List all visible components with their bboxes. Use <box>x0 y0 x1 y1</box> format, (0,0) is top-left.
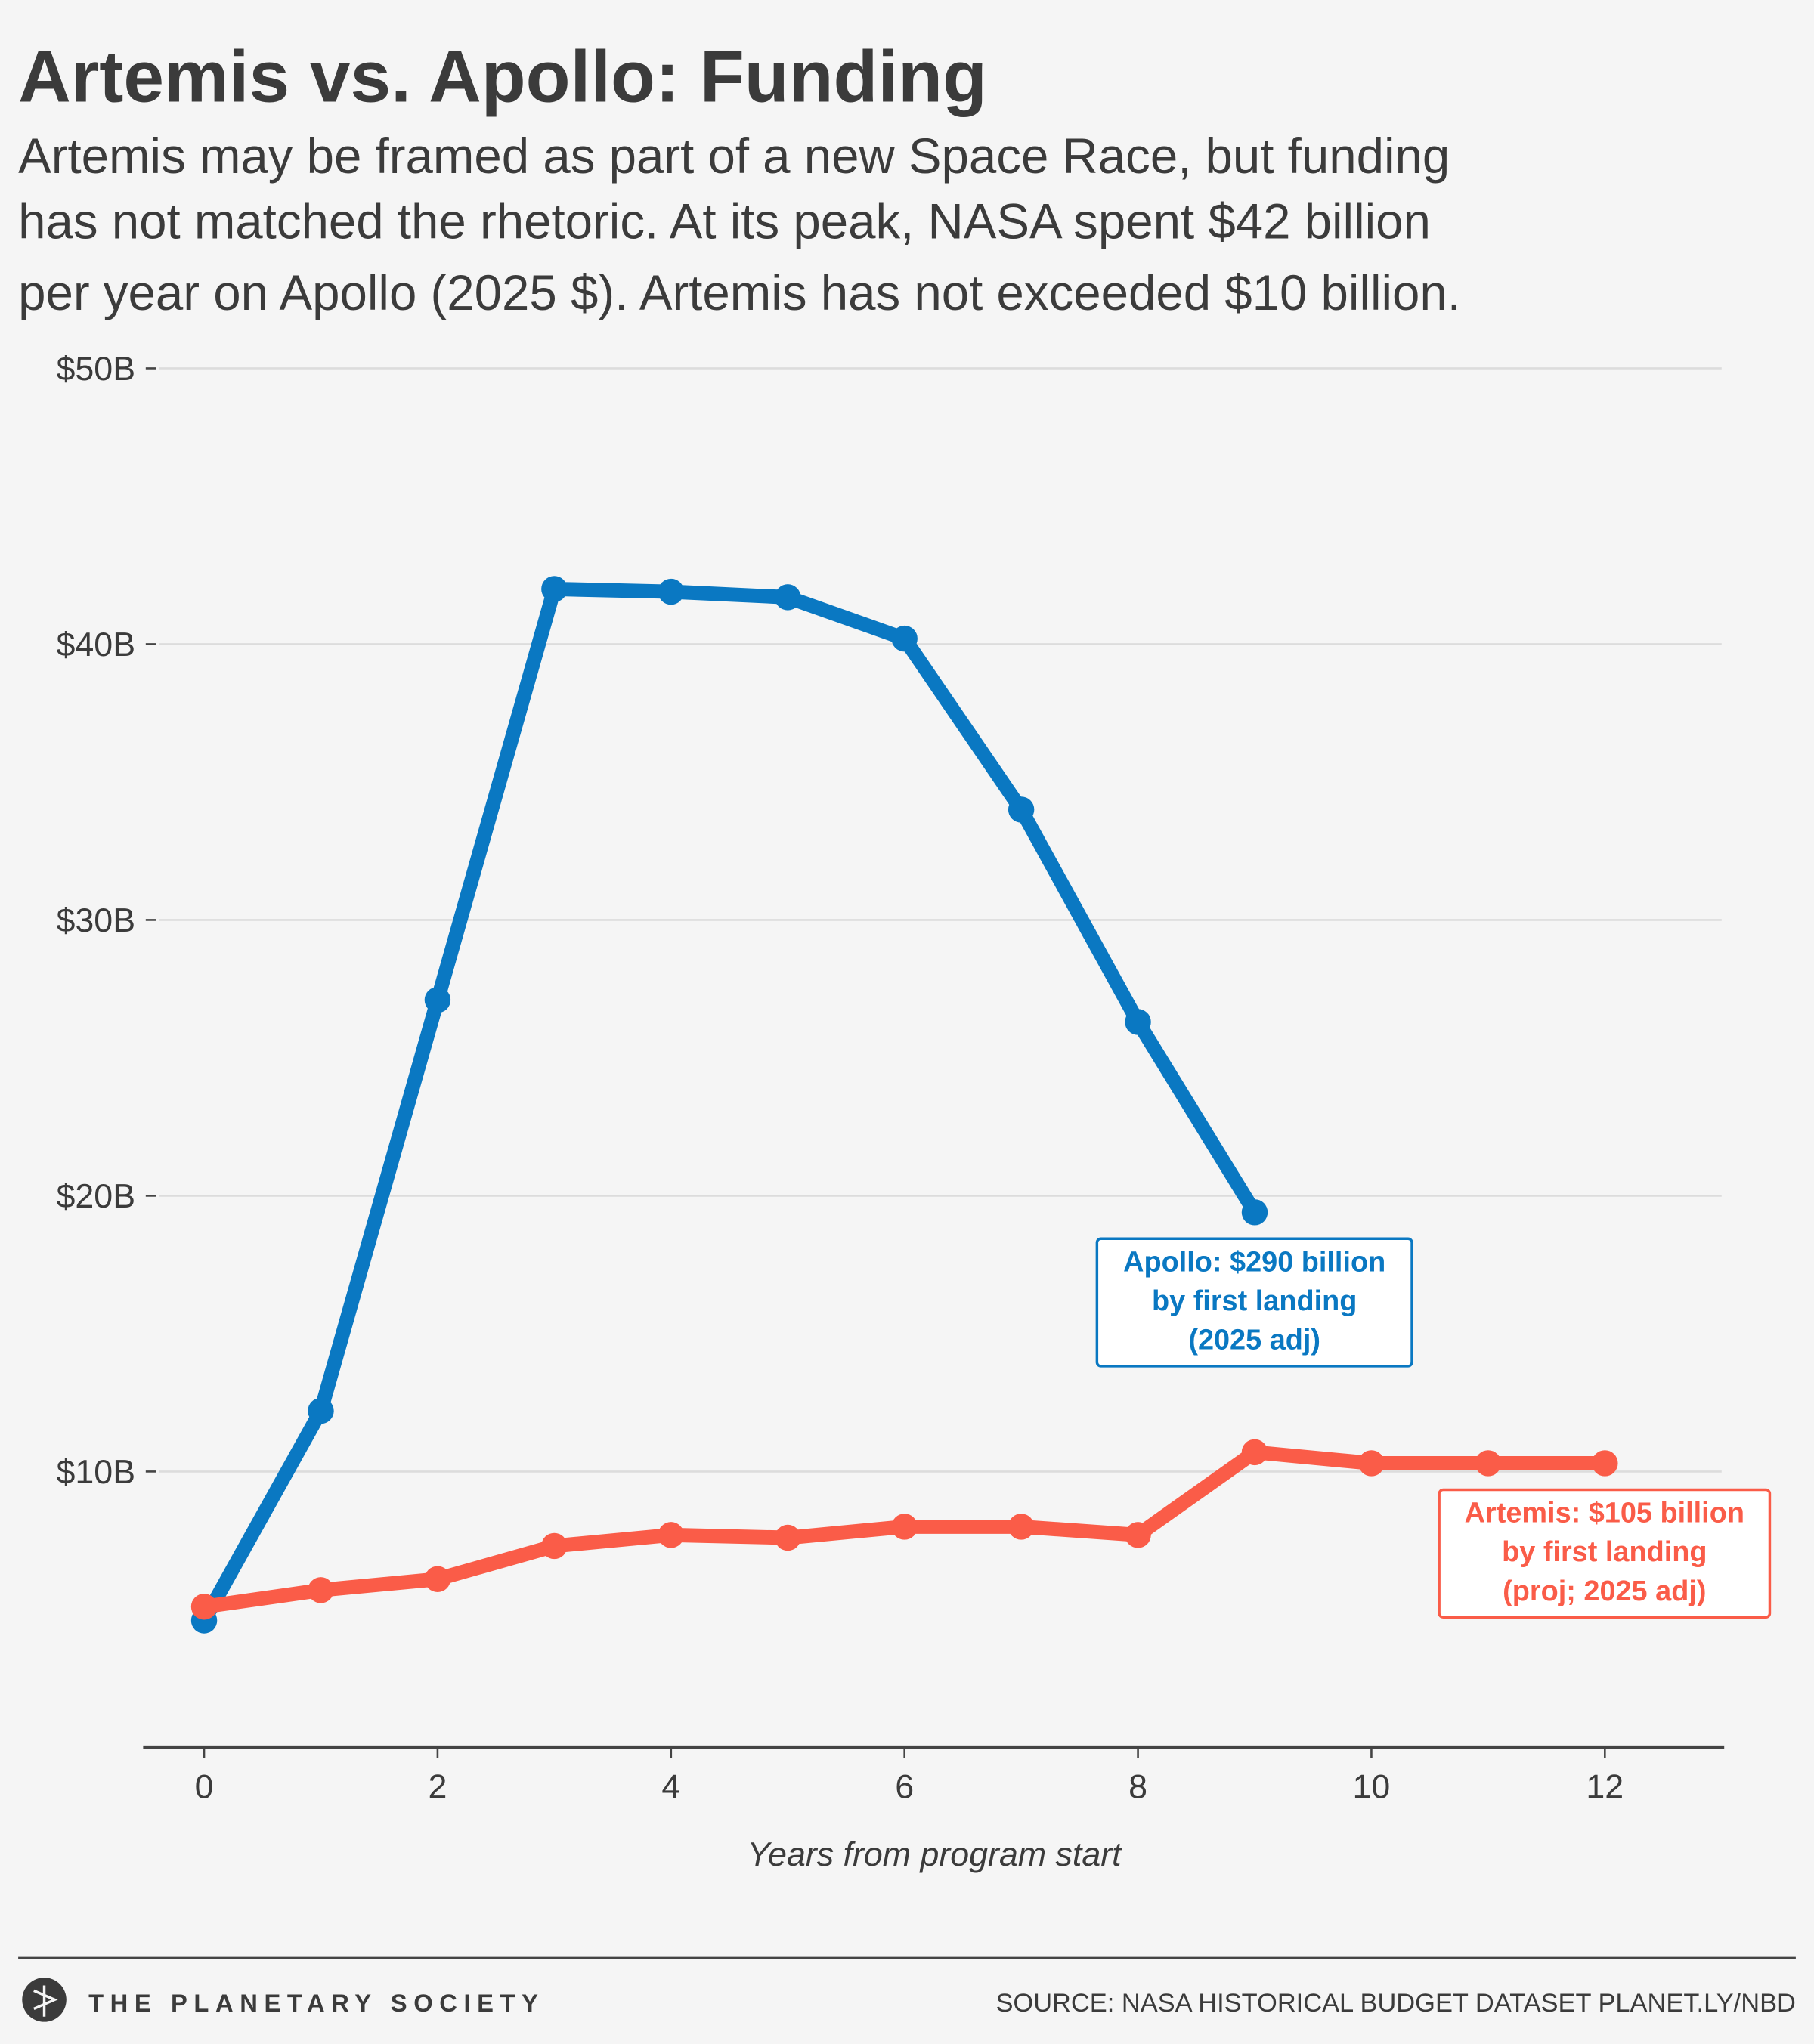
data-point <box>541 576 568 602</box>
data-point <box>424 987 451 1013</box>
annotation-box <box>1095 1237 1413 1368</box>
data-point <box>190 1594 218 1620</box>
y-tick-label: $30B <box>57 901 136 939</box>
annotation-text: Apollo: $290 billion <box>1123 1246 1385 1278</box>
logo-mark <box>33 1985 58 2017</box>
x-axis-label: Years from program start <box>748 1835 1122 1873</box>
data-point <box>1592 1450 1618 1477</box>
data-point <box>891 1514 918 1540</box>
x-tick-label: 8 <box>1128 1768 1147 1806</box>
data-point <box>1241 1199 1268 1226</box>
x-tick-label: 4 <box>661 1768 680 1806</box>
annotation-text: Artemis: $105 billion <box>1465 1498 1744 1529</box>
data-point <box>541 1532 568 1560</box>
subtitle-line: has not matched the rhetoric. At its pea… <box>18 193 1431 249</box>
annotation-text: by first landing <box>1152 1285 1357 1317</box>
x-tick-label: 10 <box>1353 1768 1391 1806</box>
data-point <box>658 1522 685 1548</box>
subtitle-line: Artemis may be framed as part of a new S… <box>18 128 1450 184</box>
data-point <box>308 1397 334 1424</box>
data-point <box>1241 1439 1268 1466</box>
y-tick-label: $10B <box>57 1453 136 1491</box>
data-point <box>1008 1514 1035 1540</box>
y-tick-label: $20B <box>57 1177 136 1215</box>
y-tick-label: $50B <box>57 350 136 388</box>
data-point <box>775 1524 801 1551</box>
data-point <box>1008 796 1035 823</box>
x-tick-label: 0 <box>195 1768 214 1806</box>
data-point <box>775 584 801 611</box>
annotation-text: by first landing <box>1502 1536 1707 1568</box>
y-tick-label: $40B <box>57 626 136 663</box>
data-point <box>1125 1522 1151 1548</box>
footer-source: SOURCE: NASA HISTORICAL BUDGET DATASET P… <box>995 1989 1795 2018</box>
data-point <box>1358 1450 1385 1477</box>
data-point <box>658 578 685 605</box>
subtitle-line: per year on Apollo (2025 $). Artemis has… <box>18 265 1461 320</box>
annotation-text: (2025 adj) <box>1188 1325 1320 1356</box>
x-tick-label: 12 <box>1586 1768 1624 1806</box>
data-point <box>891 625 918 652</box>
x-tick-label: 2 <box>428 1768 447 1806</box>
data-point <box>1475 1450 1502 1477</box>
annotation-text: (proj; 2025 adj) <box>1503 1576 1706 1607</box>
series-line <box>197 581 1261 1625</box>
data-point <box>1125 1009 1151 1035</box>
data-point <box>308 1577 334 1603</box>
chart-title: Artemis vs. Apollo: Funding <box>18 37 987 118</box>
annotation-box <box>1438 1488 1772 1619</box>
footer-organization: THE PLANETARY SOCIETY <box>88 1989 545 2017</box>
x-tick-label: 6 <box>895 1768 914 1806</box>
data-point <box>424 1566 451 1592</box>
